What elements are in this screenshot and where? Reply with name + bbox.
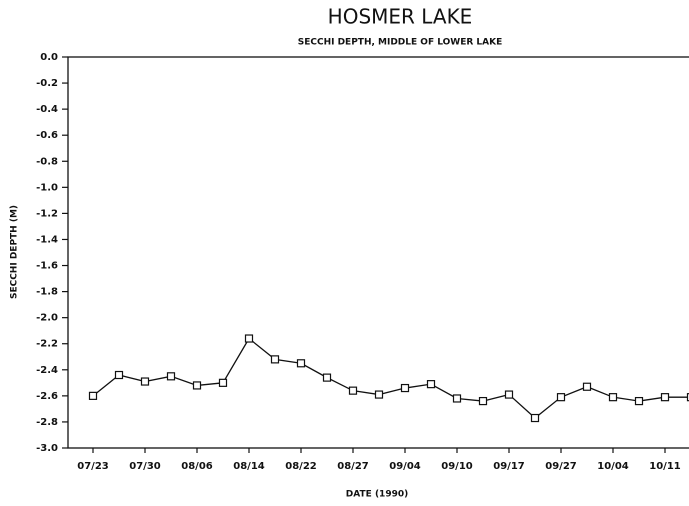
y-tick-label: -0.6 (36, 130, 58, 141)
y-tick-label: -1.8 (36, 287, 58, 298)
y-tick-label: -0.2 (36, 78, 58, 89)
y-tick-label: -0.8 (36, 156, 58, 167)
data-point (166, 372, 176, 381)
y-tick-label: -1.0 (36, 182, 58, 193)
y-tick-label: -2.0 (36, 313, 58, 324)
data-point (556, 393, 566, 402)
data-point (322, 373, 332, 382)
data-point (504, 390, 514, 399)
x-tick-label: 09/17 (493, 461, 525, 472)
data-point (530, 413, 540, 423)
y-tick-label: -0.4 (36, 104, 58, 115)
data-point (270, 355, 280, 364)
x-tick-label: 08/22 (285, 461, 317, 472)
data-point (140, 377, 150, 386)
x-tick-label: 10/11 (649, 461, 681, 472)
data-point (348, 386, 358, 395)
y-tick-label: -1.2 (36, 208, 58, 219)
data-point (452, 394, 462, 403)
chart-subtitle: SECCHI DEPTH, MIDDLE OF LOWER LAKE (298, 38, 503, 48)
x-tick-label: 07/30 (129, 461, 161, 472)
data-point (426, 380, 436, 389)
x-tick-label: 09/27 (545, 461, 577, 472)
data-point (686, 393, 689, 402)
y-tick-label: 0.0 (40, 52, 58, 63)
data-point (296, 359, 306, 368)
y-tick-label: -3.0 (36, 443, 58, 454)
x-axis-label: DATE (1990) (346, 490, 408, 500)
data-point (634, 396, 644, 406)
data-point (608, 393, 618, 402)
plot-frame (67, 56, 689, 449)
x-tick-label: 08/06 (181, 461, 213, 472)
data-point (192, 381, 202, 390)
data-point (400, 383, 410, 393)
x-tick-label: 07/23 (77, 461, 109, 472)
x-tick-label: 08/27 (337, 461, 369, 472)
y-tick-label: -1.4 (36, 234, 58, 245)
data-point (374, 390, 384, 399)
data-point (218, 378, 228, 387)
y-tick-label: -2.6 (36, 391, 58, 402)
data-point (88, 391, 98, 400)
y-tick-label: -2.2 (36, 339, 58, 350)
data-point (114, 370, 124, 380)
y-tick-label: -2.4 (36, 365, 58, 376)
y-axis-label: SECCHI DEPTH (M) (10, 205, 20, 299)
y-tick-label: -1.6 (36, 261, 58, 272)
x-tick-label: 08/14 (233, 461, 265, 472)
data-point (244, 334, 254, 343)
x-tick-label: 09/04 (389, 461, 421, 472)
x-tick-label: 10/04 (597, 461, 629, 472)
data-point (478, 396, 488, 406)
y-tick-label: -2.8 (36, 417, 58, 428)
data-point (660, 393, 670, 402)
x-tick-label: 09/10 (441, 461, 473, 472)
data-line (92, 337, 689, 419)
data-point (582, 382, 592, 391)
chart-title: HOSMER LAKE (328, 5, 473, 29)
